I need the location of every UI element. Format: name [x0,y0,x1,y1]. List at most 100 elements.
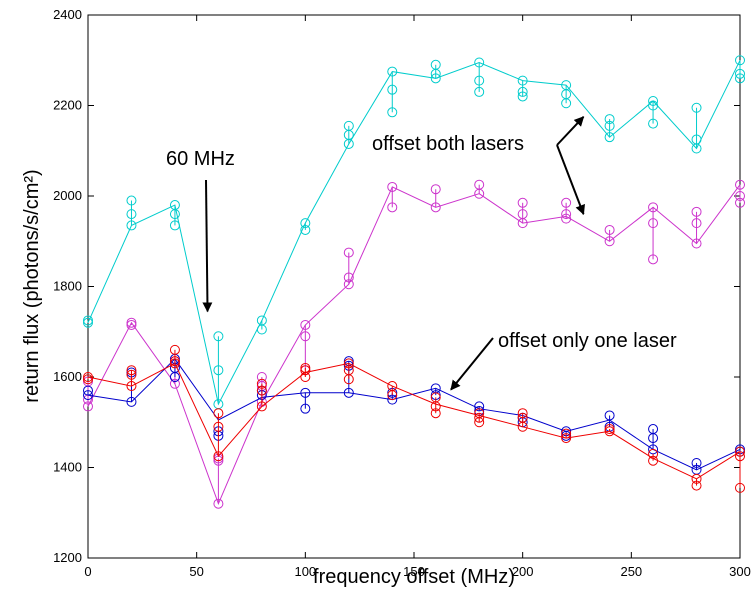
data-point [169,356,180,367]
data-point [517,421,528,432]
data-point [648,100,659,111]
data-point [256,385,267,396]
data-point [604,120,615,131]
annotation-offset-both: offset both lasers [372,133,524,155]
data-point [604,114,615,125]
data-point [213,451,224,462]
data-point [83,372,93,382]
data-point [561,213,572,224]
data-point [169,209,180,220]
data-point [561,98,572,109]
data-point [474,188,485,199]
data-point [300,331,311,342]
data-point [735,446,745,457]
data-point [126,220,137,231]
annotation-layer [202,116,585,391]
data-point [169,220,180,231]
data-point [343,374,354,385]
data-point [126,195,137,206]
data-point [604,224,615,235]
data-point [300,365,311,376]
data-point [604,236,615,247]
data-point [387,390,398,401]
data-point [300,372,311,382]
data-point [256,378,267,389]
series-line [87,184,741,506]
data-point [126,396,137,407]
data-point [691,102,702,113]
annotation-arrow [556,116,585,146]
series-line [87,362,741,480]
data-point [517,408,528,419]
data-point [691,480,702,491]
data-point [648,118,659,129]
data-point [387,84,398,95]
x-tick-label: 150 [403,564,425,579]
data-point [691,238,702,249]
data-point [517,197,528,208]
data-point [474,57,485,68]
data-point [474,417,485,428]
data-point [343,387,354,398]
annotation-arrow [202,179,213,313]
data-point [691,143,702,154]
data-point [387,394,398,405]
data-point [300,403,311,414]
data-point [561,209,572,220]
data-point [83,390,93,401]
series-line [87,358,741,471]
data-point [83,317,93,328]
data-point [648,218,659,229]
data-point [213,408,224,419]
data-point [691,218,702,229]
data-point [735,73,745,84]
data-point [735,451,745,462]
data-point [691,206,702,217]
x-tick-label: 300 [729,564,751,579]
data-point [474,86,485,97]
data-point [691,457,702,468]
data-point [126,381,137,392]
series-0 [83,55,745,410]
data-point [256,324,267,335]
y-tick-label: 1400 [53,460,82,475]
data-point [561,197,572,208]
data-point [343,358,354,369]
data-point [561,430,572,441]
data-point [169,358,180,369]
data-point [343,279,354,290]
data-point [517,75,528,86]
data-point [83,401,93,412]
y-axis-label: return flux (photons/s/cm²) [21,169,43,402]
data-point [604,426,615,437]
data-point [691,473,702,484]
data-point [300,319,311,330]
data-point [604,410,615,421]
data-point [300,387,311,398]
data-point [126,209,137,220]
data-point [474,401,485,412]
data-point [300,218,311,229]
data-point [517,218,528,229]
data-point [517,91,528,102]
data-point [648,202,659,213]
data-point [126,365,137,376]
series-line [87,60,741,406]
data-point [213,365,224,376]
x-tick-label: 250 [620,564,642,579]
series-1 [83,179,745,509]
data-point [430,68,441,79]
data-point [169,372,180,382]
data-point [517,86,528,97]
data-point [648,444,659,455]
y-tick-label: 2400 [53,7,82,22]
data-point [83,374,93,385]
data-point [735,68,745,79]
data-point [648,95,659,106]
annotation-arrow [450,337,494,391]
data-point [83,315,93,326]
data-point [735,197,745,208]
data-point [213,498,224,509]
y-tick-label: 2000 [53,188,82,203]
